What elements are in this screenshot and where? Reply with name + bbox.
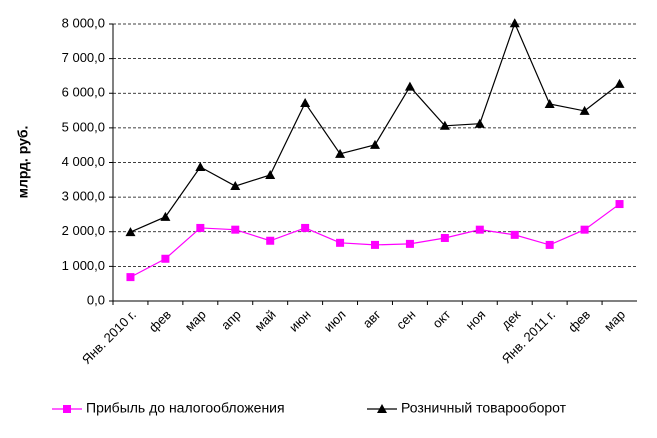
point: [614, 78, 625, 88]
point: [474, 118, 485, 128]
point: [230, 181, 241, 191]
x-tick-label: июл: [321, 307, 349, 335]
point: [336, 238, 345, 247]
y-tick-label: 2 000,0: [62, 223, 105, 238]
x-tick-label: июн: [286, 307, 314, 335]
point: [580, 225, 589, 234]
y-tick-label: 7 000,0: [62, 50, 105, 65]
point: [370, 139, 380, 149]
legend-marker: [63, 405, 71, 413]
legend-label: Прибыль до налогообложения: [86, 400, 285, 416]
point: [266, 236, 275, 245]
x-tick-label: окт: [429, 307, 453, 331]
y-tick-label: 1 000,0: [62, 258, 105, 273]
x-tick-label: май: [252, 307, 279, 334]
x-tick-label: фев: [146, 307, 174, 335]
point: [371, 240, 379, 249]
point: [265, 169, 276, 179]
point: [509, 18, 520, 28]
point: [405, 239, 414, 248]
x-tick-label: мар: [601, 307, 628, 334]
y-tick-label: 0,0: [87, 292, 105, 307]
x-tick-label: Янв. 2010 г.: [79, 307, 139, 367]
point: [544, 98, 555, 108]
point: [439, 120, 450, 130]
point: [545, 240, 554, 249]
point: [160, 211, 171, 221]
y-tick-label: 3 000,0: [62, 189, 105, 204]
point: [615, 200, 624, 209]
point: [335, 148, 346, 158]
y-tick-label: 5 000,0: [62, 119, 105, 134]
point: [579, 105, 590, 115]
point: [475, 225, 484, 234]
point: [440, 233, 449, 242]
point: [404, 81, 415, 91]
y-tick-label: 8 000,0: [62, 15, 105, 30]
point: [126, 273, 135, 282]
legend-label: Розничный товарооборот: [401, 400, 567, 416]
point: [196, 223, 205, 232]
point: [195, 162, 206, 172]
point: [301, 223, 310, 232]
legend-marker: [377, 404, 387, 413]
point: [161, 254, 170, 263]
x-tick-label: мар: [182, 307, 209, 334]
point: [231, 225, 240, 234]
y-tick-label: 4 000,0: [62, 154, 105, 169]
y-axis-label: млрд. руб.: [15, 126, 31, 199]
point: [300, 97, 311, 107]
x-tick-label: сен: [393, 307, 418, 332]
x-tick-label: фев: [565, 307, 593, 335]
y-tick-label: 6 000,0: [62, 85, 105, 100]
x-tick-label: апр: [218, 307, 244, 333]
x-tick-label: ноя: [463, 307, 489, 333]
point: [510, 230, 519, 239]
x-tick-label: авг: [360, 307, 384, 331]
point: [125, 227, 136, 237]
x-tick-label: дек: [498, 307, 523, 332]
